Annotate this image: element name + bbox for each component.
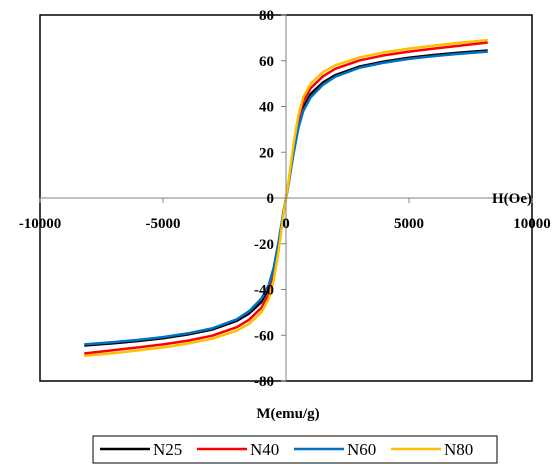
- y-tick-label: -60: [254, 328, 274, 344]
- x-tick-label: -10000: [19, 216, 62, 232]
- x-axis-title: H(Oe): [492, 191, 532, 207]
- x-tick-label: 10000: [513, 216, 551, 232]
- y-tick-label: 0: [267, 191, 275, 207]
- legend: N25 N40 N60 N80: [92, 435, 498, 464]
- legend-label-n60: N60: [347, 440, 376, 459]
- x-tick-label: -5000: [146, 216, 181, 232]
- x-tick-label: 0: [282, 216, 290, 232]
- y-tick-label: 40: [259, 100, 274, 116]
- y-tick-label: 20: [259, 145, 274, 161]
- y-tick-label: 80: [259, 8, 274, 24]
- x-tick-label: 5000: [394, 216, 424, 232]
- y-tick-label: 60: [259, 54, 274, 70]
- y-tick-label: -40: [254, 283, 274, 299]
- legend-label-n80: N80: [444, 440, 473, 459]
- y-axis-title: M(emu/g): [256, 406, 319, 422]
- y-tick-label: -20: [254, 237, 274, 253]
- tick-layer: -10000 -5000 0 5000 10000 -80 -60 -40 -20 0 20 40 60…: [19, 8, 551, 390]
- legend-label-n40: N40: [250, 440, 279, 459]
- legend-label-n25: N25: [153, 440, 182, 459]
- y-tick-label: -80: [254, 374, 274, 390]
